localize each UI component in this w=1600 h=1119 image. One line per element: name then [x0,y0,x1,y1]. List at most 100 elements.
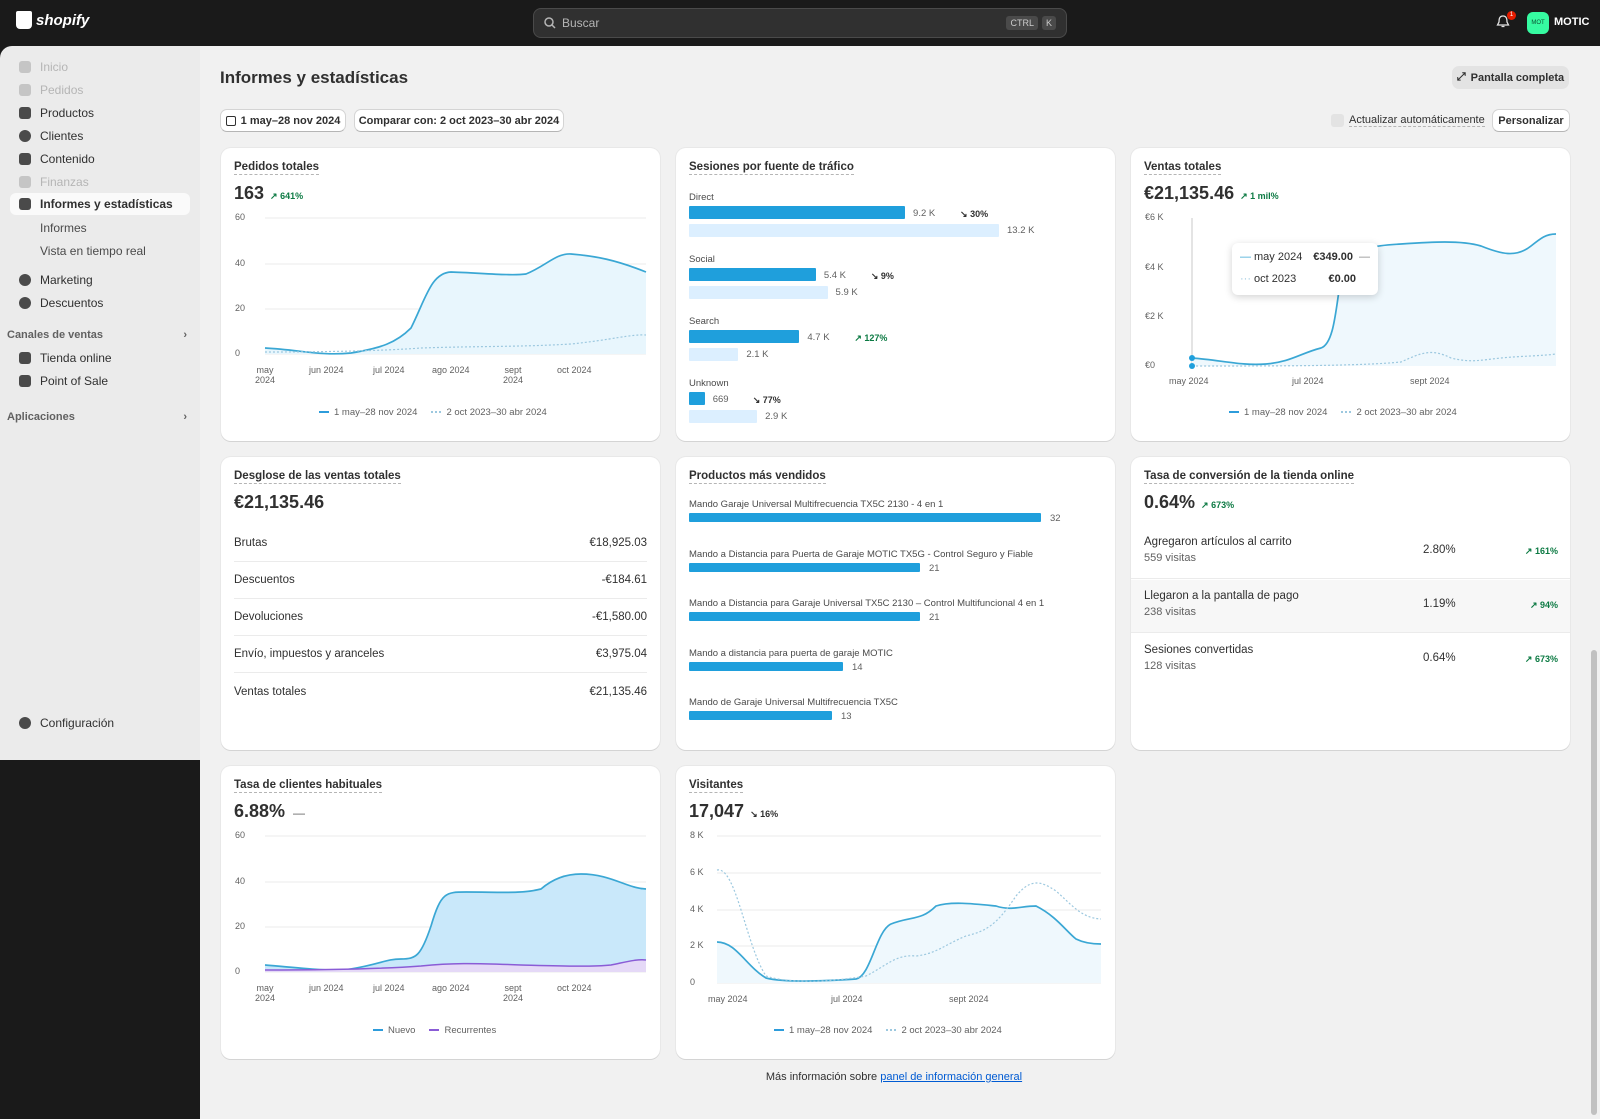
top-products-card[interactable]: Productos más vendidos Mando Garaje Univ… [676,457,1115,750]
search-placeholder: Buscar [562,16,600,30]
delta-badge: ↗ 1 mil% [1240,191,1279,201]
top-bar: shopify Buscar CTRL K 1 MOT MOTIC [0,0,1600,46]
card-title[interactable]: Tasa de clientes habituales [234,779,383,793]
card-title[interactable]: Desglose de las ventas totales [234,470,401,484]
auto-update-toggle[interactable]: Actualizar automáticamente [1331,114,1485,127]
sidebar-item-label: Vista en tiempo real [40,244,146,258]
sales-card[interactable]: Ventas totales €21,135.46 ↗ 1 mil% €6 K €… [1131,148,1570,441]
row-value: €21,135.46 [589,685,647,698]
orders-card[interactable]: Pedidos totales 163 ↗ 641% 60 40 20 0 may… [221,148,660,441]
current-series-line [264,253,647,355]
checkbox[interactable] [1331,114,1344,127]
chart-tooltip: — may 2024 €349.00— ··· oct 2023 €0.00 [1232,243,1378,295]
sidebar-item-pos[interactable]: Point of Sale [10,370,190,392]
current-bar [689,330,800,343]
sidebar-item-discounts[interactable]: Descuentos [10,292,190,314]
sidebar-item-settings[interactable]: Configuración [10,712,190,734]
y-tick: €2 K [1145,311,1164,321]
card-title[interactable]: Sesiones por fuente de tráfico [689,161,854,175]
fullscreen-button[interactable]: ⤢ Pantalla completa [1452,66,1569,89]
sidebar-item-live-view[interactable]: Vista en tiempo real [10,240,190,262]
date-range-button[interactable]: 1 may–28 nov 2024 [220,109,346,132]
sidebar-item-finances[interactable]: Finanzas [10,171,190,193]
conversion-row[interactable]: Llegaron a la pantalla de pago 238 visita… [1131,580,1570,633]
orders-line-chart [264,217,647,355]
sidebar-item-reports[interactable]: Informes [10,217,190,239]
sidebar-item-orders[interactable]: Pedidos [10,79,190,101]
apps-header[interactable]: Aplicaciones › [7,411,187,423]
card-title[interactable]: Pedidos totales [234,161,319,175]
legend-item[interactable]: 1 may–28 nov 2024 [319,407,417,418]
card-title[interactable]: Tasa de conversión de la tienda online [1144,470,1355,484]
breakdown-row[interactable]: Devoluciones -€1,580.00 [234,599,647,636]
auto-update-label: Actualizar automáticamente [1349,114,1485,127]
conversion-row[interactable]: Sesiones convertidas 128 visitas 0.64% ↗ 67… [1131,634,1570,687]
tooltip-label: may 2024 [1254,251,1303,263]
conversion-row[interactable]: Agregaron artículos al carrito 559 visita… [1131,526,1570,579]
row-label: Envío, impuestos y aranceles [234,648,385,660]
bar-value-label: 21 [929,612,940,623]
sidebar-item-online-store[interactable]: Tienda online [10,347,190,369]
chart-legend: 1 may–28 nov 2024 2 oct 2023–30 abr 2024 [319,407,547,418]
notifications-bell-icon[interactable]: 1 [1494,11,1516,32]
legend-item[interactable]: 2 oct 2023–30 abr 2024 [431,407,546,418]
card-value: €21,135.46 [234,492,325,512]
chevron-right-icon: › [183,411,187,423]
step-name: Agregaron artículos al carrito [1144,536,1292,548]
x-tick: oct 2024 [557,983,592,993]
x-tick: jul 2024 [1292,376,1324,386]
calendar-icon [225,115,236,126]
customize-button[interactable]: Personalizar [1492,109,1570,132]
y-tick: €4 K [1145,262,1164,272]
card-title[interactable]: Visitantes [689,779,744,793]
returning-customers-card[interactable]: Tasa de clientes habituales 6.88% — 60 40… [221,766,660,1059]
x-tick: ago 2024 [432,983,470,993]
returning-area-chart [264,835,647,973]
sidebar: Inicio Pedidos Productos Clientes Conten… [0,46,200,760]
card-title[interactable]: Productos más vendidos [689,470,826,484]
breakdown-row[interactable]: Brutas €18,925.03 [234,525,647,562]
conversion-card[interactable]: Tasa de conversión de la tienda online 0… [1131,457,1570,750]
card-title[interactable]: Ventas totales [1144,161,1222,175]
row-label: Descuentos [234,574,295,586]
avatar[interactable]: MOT [1527,12,1549,34]
sidebar-item-label: Configuración [40,716,115,730]
sidebar-item-customers[interactable]: Clientes [10,125,190,147]
breakdown-row[interactable]: Envío, impuestos y aranceles €3,975.04 [234,636,647,673]
breakdown-row[interactable]: Descuentos -€184.61 [234,562,647,599]
bar-value-label: 2.1 K [746,349,769,360]
delta-value: 641% [280,191,304,201]
legend-item[interactable]: Nuevo [373,1025,415,1036]
store-name[interactable]: MOTIC [1554,16,1590,28]
visitors-card[interactable]: Visitantes 17,047 ↘ 16% 8 K 6 K 4 K 2 K 0… [676,766,1115,1059]
legend-item[interactable]: 2 oct 2023–30 abr 2024 [886,1025,1001,1036]
legend-item[interactable]: 1 may–28 nov 2024 [774,1025,872,1036]
sidebar-item-content[interactable]: Contenido [10,148,190,170]
sidebar-item-products[interactable]: Productos [10,102,190,124]
y-tick: 60 [235,212,246,222]
compare-button[interactable]: Comparar con: 2 oct 2023–30 abr 2024 [354,109,564,132]
legend-item[interactable]: 1 may–28 nov 2024 [1229,407,1327,418]
legend-item[interactable]: Recurrentes [429,1025,496,1036]
overview-link[interactable]: panel de información general [880,1071,1023,1083]
bar-value-label: 21 [929,562,940,574]
shopify-logo[interactable]: shopify [16,11,89,29]
sidebar-item-marketing[interactable]: Marketing [10,269,190,291]
sidebar-item-label: Descuentos [40,296,104,310]
search-input[interactable]: Buscar CTRL K [533,8,1067,38]
sidebar-item-analytics[interactable]: Informes y estadísticas [10,193,190,215]
sidebar-item-home[interactable]: Inicio [10,56,190,78]
footer-note: Más información sobre panel de informaci… [200,1071,1588,1083]
breakdown-row[interactable]: Ventas totales €21,135.46 [234,673,647,710]
sessions-card[interactable]: Sesiones por fuente de tráfico Direct 9.2… [676,148,1115,441]
current-area [265,253,646,354]
scrollbar-thumb[interactable] [1591,650,1597,1115]
legend-item[interactable]: 2 oct 2023–30 abr 2024 [1341,407,1456,418]
product-bar [689,513,1041,522]
sales-channels-header[interactable]: Canales de ventas › [7,329,187,341]
orders-icon [19,84,31,96]
product-label: Mando a Distancia para Garaje Universal … [689,598,1045,609]
sales-breakdown-card[interactable]: Desglose de las ventas totales €21,135.4… [221,457,660,750]
scrollbar[interactable] [1588,46,1600,1119]
row-value: €3,975.04 [595,648,647,660]
